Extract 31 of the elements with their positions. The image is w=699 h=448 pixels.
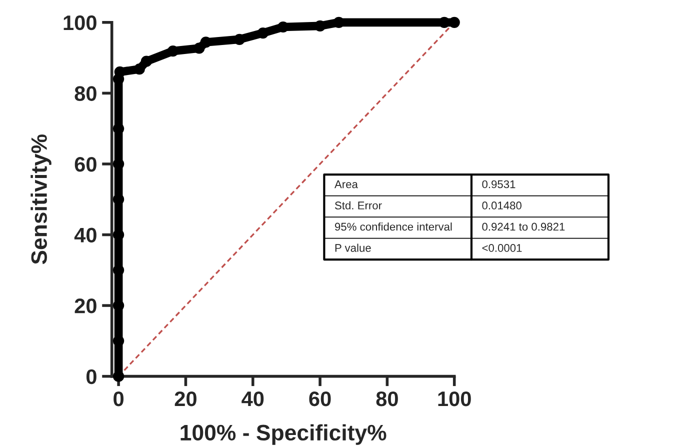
text: 0.9241 to 0.9821 [482, 222, 565, 231]
x-axis-title: 100% - Specificity% [180, 424, 386, 445]
point [114, 66, 126, 78]
point [140, 56, 152, 67]
x-tick-label: 20 [174, 391, 196, 406]
point [134, 64, 145, 75]
text: <0.0001 [482, 244, 522, 252]
x-tick-label: 0 [114, 391, 124, 406]
point [167, 46, 179, 57]
annotation: 95% confidence interval [334, 222, 452, 231]
x-tick-label: 100 [438, 391, 471, 406]
point [234, 34, 245, 45]
y-tick-label: 0 [86, 369, 96, 384]
y-tick-label: 40 [74, 228, 96, 243]
annotation: P value [335, 244, 371, 252]
y-tick-label: 80 [74, 86, 96, 101]
point [194, 42, 205, 54]
point [333, 16, 344, 28]
y-tick-label: 60 [74, 156, 96, 172]
point [200, 36, 212, 48]
y-axis-title: Sensitivity% [30, 134, 52, 264]
x-tick-label: 60 [309, 391, 331, 406]
annotation: Area [334, 180, 358, 188]
y-tick-label: 100 [64, 15, 96, 30]
text: 0.9531 [482, 180, 516, 188]
point [257, 27, 269, 39]
x-tick-label: 80 [376, 391, 398, 406]
annotation: Std. Error [334, 201, 382, 210]
text: 0.01480 [482, 202, 522, 210]
y-tick-label: 20 [74, 298, 96, 314]
x-tick-label: 40 [242, 391, 264, 406]
